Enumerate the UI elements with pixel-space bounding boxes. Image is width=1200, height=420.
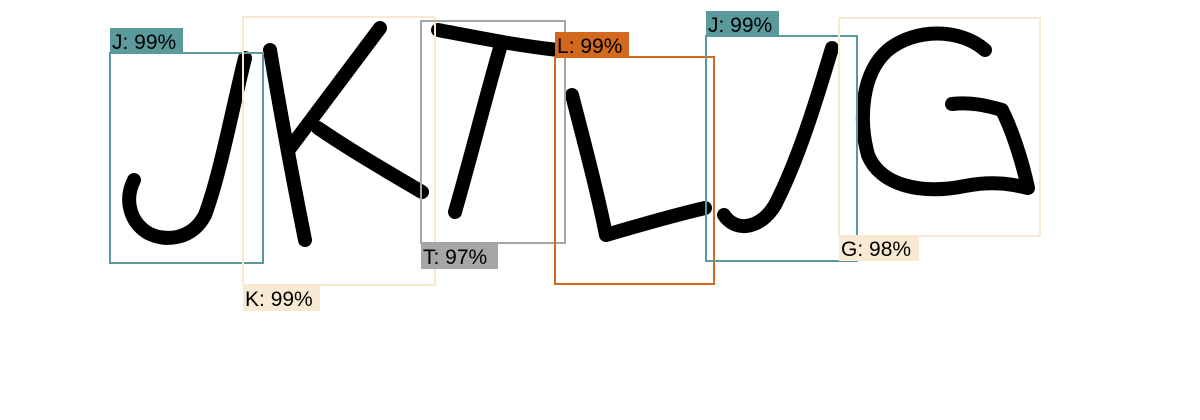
label-confidence: 97% [445,246,487,269]
detection-label-j-2: J: 99% [706,11,779,37]
label-confidence: 99% [580,35,622,58]
detection-label-t: T: 97% [421,244,498,269]
detection-label-g: G: 98% [839,236,919,261]
label-confidence: 98% [869,238,911,261]
label-confidence: 99% [730,14,772,37]
label-letter: J [708,14,719,37]
detection-label-k: K: 99% [243,286,320,311]
svg-text:T: 97%: T: 97% [423,246,487,269]
detection-labels: J: 99% K: 99% T: 97% L: 99% J: 99% [110,11,919,311]
svg-text:J: 99%: J: 99% [708,14,772,37]
handwritten-t-stem [448,41,507,219]
label-letter: G [841,238,857,261]
bounding-box-k [242,16,436,286]
label-letter: L [557,35,569,58]
label-letter: J [112,31,123,54]
handwritten-l [565,88,712,242]
handwritten-k-lower-arm [311,121,429,199]
label-confidence: 99% [271,288,313,311]
detection-label-j-1: J: 99% [110,28,183,54]
svg-text:J: 99%: J: 99% [112,31,176,54]
svg-text:G: 98%: G: 98% [841,238,911,261]
label-letter: K [245,288,259,311]
handwritten-letters [122,21,1035,247]
handwritten-j-2 [717,41,839,234]
svg-text:L: 99%: L: 99% [557,35,622,58]
detection-label-l: L: 99% [555,32,629,58]
bounding-box-t [420,20,566,244]
handwritten-j-1 [122,51,252,245]
bounding-box-j-2 [705,35,858,262]
svg-text:K: 99%: K: 99% [245,288,313,311]
handwritten-k-upper-arm [283,21,387,155]
handwritten-g [856,26,1035,197]
label-letter: T [423,246,436,269]
label-confidence: 99% [134,31,176,54]
bounding-boxes [109,16,1041,286]
bounding-box-l [554,56,715,285]
bounding-box-j-1 [109,52,264,264]
bounding-box-g [838,17,1041,237]
